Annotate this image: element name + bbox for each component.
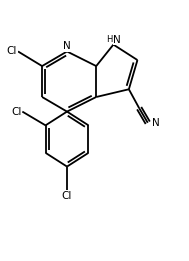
Text: Cl: Cl bbox=[7, 46, 17, 56]
Text: Cl: Cl bbox=[11, 106, 22, 117]
Text: N: N bbox=[152, 118, 160, 128]
Text: H: H bbox=[106, 35, 112, 44]
Text: N: N bbox=[63, 41, 71, 51]
Text: N: N bbox=[113, 35, 121, 45]
Text: Cl: Cl bbox=[62, 191, 72, 201]
